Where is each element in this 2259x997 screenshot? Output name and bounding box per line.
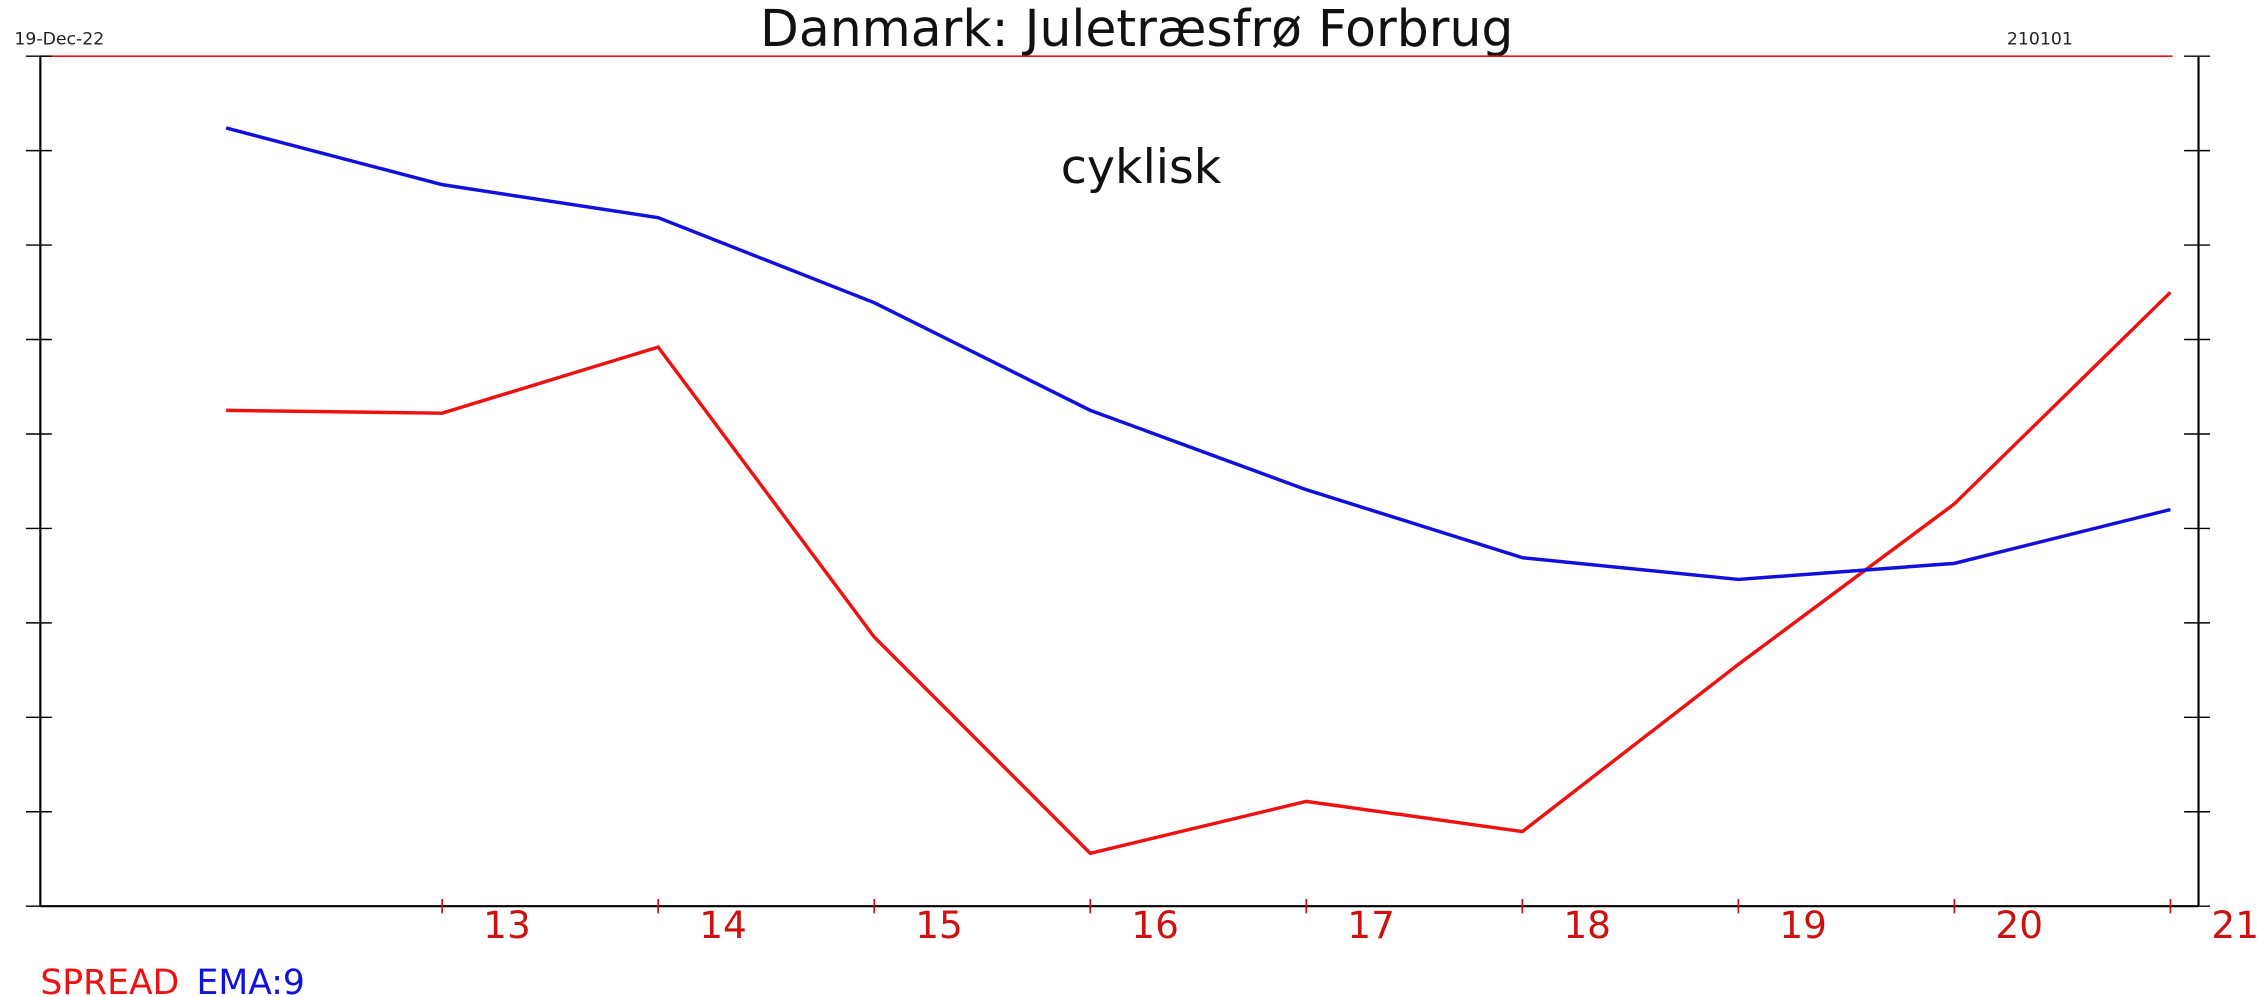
- x-tick-label: 17: [1347, 903, 1395, 947]
- x-tick-label: 18: [1563, 903, 1611, 947]
- series-line: [226, 291, 2172, 856]
- x-tick-label: 14: [699, 903, 747, 947]
- plot-root: 19-Dec-22 210101 Danmark: Juletræsfrø Fo…: [14, 0, 2259, 997]
- legend-entry: SPREAD: [40, 963, 179, 997]
- series-line: [225, 126, 2171, 582]
- x-tick-label: 15: [915, 903, 963, 947]
- annotation: cyklisk: [1061, 140, 1222, 195]
- x-tick-label: 20: [1995, 903, 2043, 947]
- x-tick-label: 16: [1131, 903, 1179, 947]
- date-right: 210101: [2007, 30, 2073, 50]
- date-left: 19-Dec-22: [14, 30, 104, 50]
- chart-title: Danmark: Juletræsfrø Forbrug: [760, 0, 1513, 58]
- x-tick-label: 19: [1779, 903, 1827, 947]
- x-tick-label: 21: [2211, 903, 2259, 947]
- x-tick-label: 13: [483, 903, 531, 947]
- legend-entry: EMA:9: [197, 963, 305, 997]
